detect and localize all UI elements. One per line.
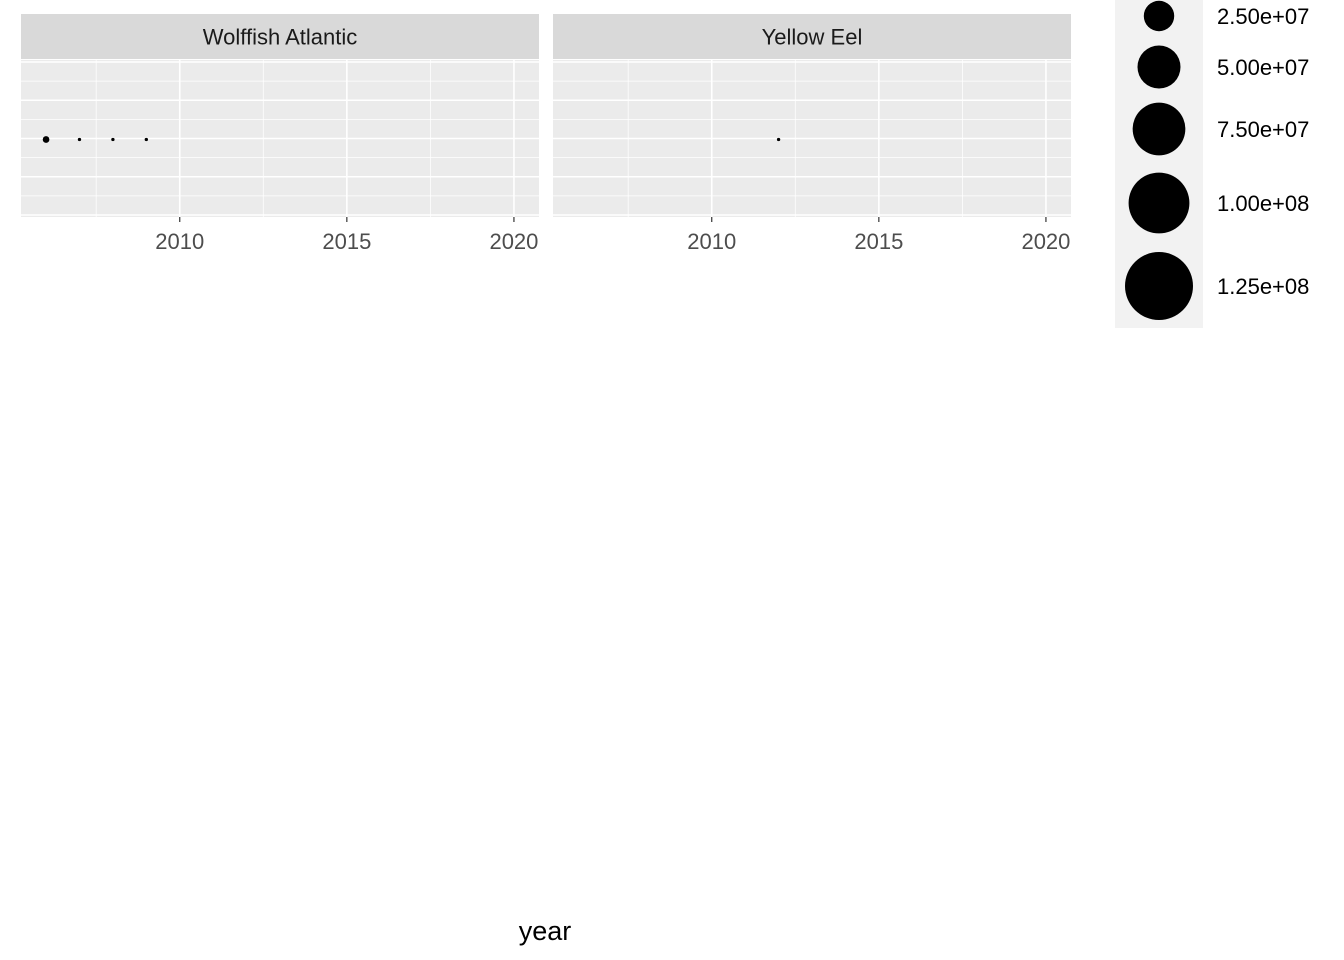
panel-1: Yellow Eel 2010 2015 2020 — [553, 14, 1071, 254]
data-point — [111, 137, 115, 142]
facet-strip — [553, 14, 1071, 59]
x-tick-label: 2020 — [1021, 229, 1070, 254]
facet-strip-label: Wolffish Atlantic — [203, 25, 357, 50]
x-tick-label: 2010 — [155, 229, 204, 254]
x-axis-title: year — [519, 916, 572, 946]
panel-0: Wolffish Atlantic 2010 2015 2020 — [21, 14, 539, 254]
legend-key-circle — [1143, 0, 1175, 32]
legend-label: 1.00e+08 — [1217, 191, 1309, 216]
legend-key-circle — [1132, 102, 1186, 156]
x-tick-label: 2015 — [322, 229, 371, 254]
x-tick-label: 2010 — [687, 229, 736, 254]
legend-label: 1.25e+08 — [1217, 274, 1309, 299]
x-tick-label: 2020 — [489, 229, 538, 254]
legend-key-circle — [1128, 172, 1190, 234]
x-tick-label: 2015 — [854, 229, 903, 254]
legend-key-circle — [1125, 252, 1193, 320]
facet-panels: Wolffish Atlantic 2010 2015 2020 Yellow Eel 2… — [21, 14, 1071, 254]
facet-strip — [21, 14, 539, 59]
size-legend: 2.50e+07 5.00e+07 7.50e+07 1.00e+08 1.25e+08 — [1115, 0, 1309, 328]
legend-key-circle — [1137, 45, 1181, 89]
data-point — [144, 137, 148, 142]
legend-label: 5.00e+07 — [1217, 55, 1309, 80]
data-point — [77, 137, 82, 142]
data-point — [776, 137, 781, 142]
data-point — [42, 136, 50, 143]
legend-label: 7.50e+07 — [1217, 117, 1309, 142]
facet-strip-label: Yellow Eel — [762, 25, 863, 50]
legend-label: 2.50e+07 — [1217, 4, 1309, 29]
